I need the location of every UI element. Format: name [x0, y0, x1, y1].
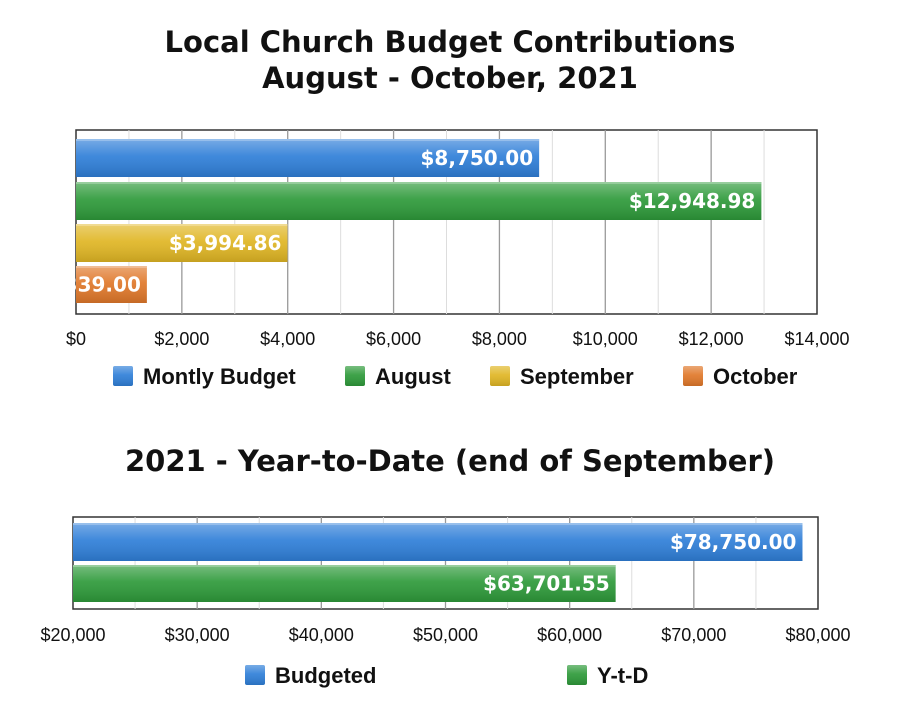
chart-1-x-tick-label: $10,000: [573, 329, 638, 349]
chart-1-x-tick-label: $12,000: [679, 329, 744, 349]
chart-2-bar-shine: [73, 523, 803, 561]
chart-1-legend-swatch-shine: [683, 366, 703, 386]
chart-1-legend-label: September: [520, 364, 634, 389]
chart-2-legend-label: Budgeted: [275, 663, 376, 688]
chart-1-title-line-2: August - October, 2021: [262, 61, 638, 95]
chart-1-bar-shine: [76, 182, 762, 220]
chart-1-legend-label: August: [375, 364, 451, 389]
chart-2-x-tick-label: $70,000: [661, 625, 726, 645]
chart-2-x-tick-label: $20,000: [40, 625, 105, 645]
chart-1-legend-label: October: [713, 364, 798, 389]
chart-1-legend-swatch-shine: [490, 366, 510, 386]
chart-2-x-tick-label: $80,000: [785, 625, 850, 645]
chart-1-bar-value-label: $3,994.86: [169, 231, 282, 255]
chart-1-legend-swatch-shine: [345, 366, 365, 386]
chart-1-legend-label: Montly Budget: [143, 364, 296, 389]
chart-2-legend-swatch-shine: [567, 665, 587, 685]
chart-1-bar-shine: [76, 224, 288, 262]
chart-2-bar-value-label: $78,750.00: [670, 530, 797, 554]
chart-2-bar-shine: [73, 565, 616, 602]
chart-1-x-tick-label: $2,000: [154, 329, 209, 349]
chart-2-legend-swatch-shine: [245, 665, 265, 685]
chart-1-bar-value-label: $8,750.00: [421, 146, 534, 170]
chart-1-x-tick-label: $14,000: [784, 329, 849, 349]
chart-2-x-tick-label: $50,000: [413, 625, 478, 645]
chart-1-bar-shine: [76, 266, 147, 303]
chart-2-x-tick-label: $60,000: [537, 625, 602, 645]
chart-2-x-tick-label: $40,000: [289, 625, 354, 645]
chart-1-bar-value-label: $12,948.98: [629, 189, 756, 213]
chart-1-legend-swatch-shine: [113, 366, 133, 386]
chart-1-x-tick-label: $0: [66, 329, 86, 349]
chart-2-title: 2021 - Year-to-Date (end of September): [124, 444, 776, 478]
chart-1-x-tick-label: $6,000: [366, 329, 421, 349]
chart-1-title-line-1: Local Church Budget Contributions: [164, 25, 736, 59]
chart-2-bar-value-label: $63,701.55: [483, 572, 610, 596]
chart-2: $20,000 $30,000 $40,000 $50,000 $60,000 $70,0…: [40, 516, 851, 688]
chart-1-bar-shine: [76, 139, 540, 177]
chart-2-legend-label: Y-t-D: [597, 663, 648, 688]
chart-1-x-tick-label: $8,000: [472, 329, 527, 349]
chart-1-x-tick-label: $4,000: [260, 329, 315, 349]
chart-1-bar-value-label: $1,339.00: [28, 273, 141, 297]
chart-1-title: Local Church Budget Contributions August…: [0, 24, 900, 96]
chart-2-x-tick-label: $30,000: [165, 625, 230, 645]
chart-1: $0 $2,000 $4,000 $6,000 $8,000 $10,000 $12,000…: [28, 129, 850, 389]
